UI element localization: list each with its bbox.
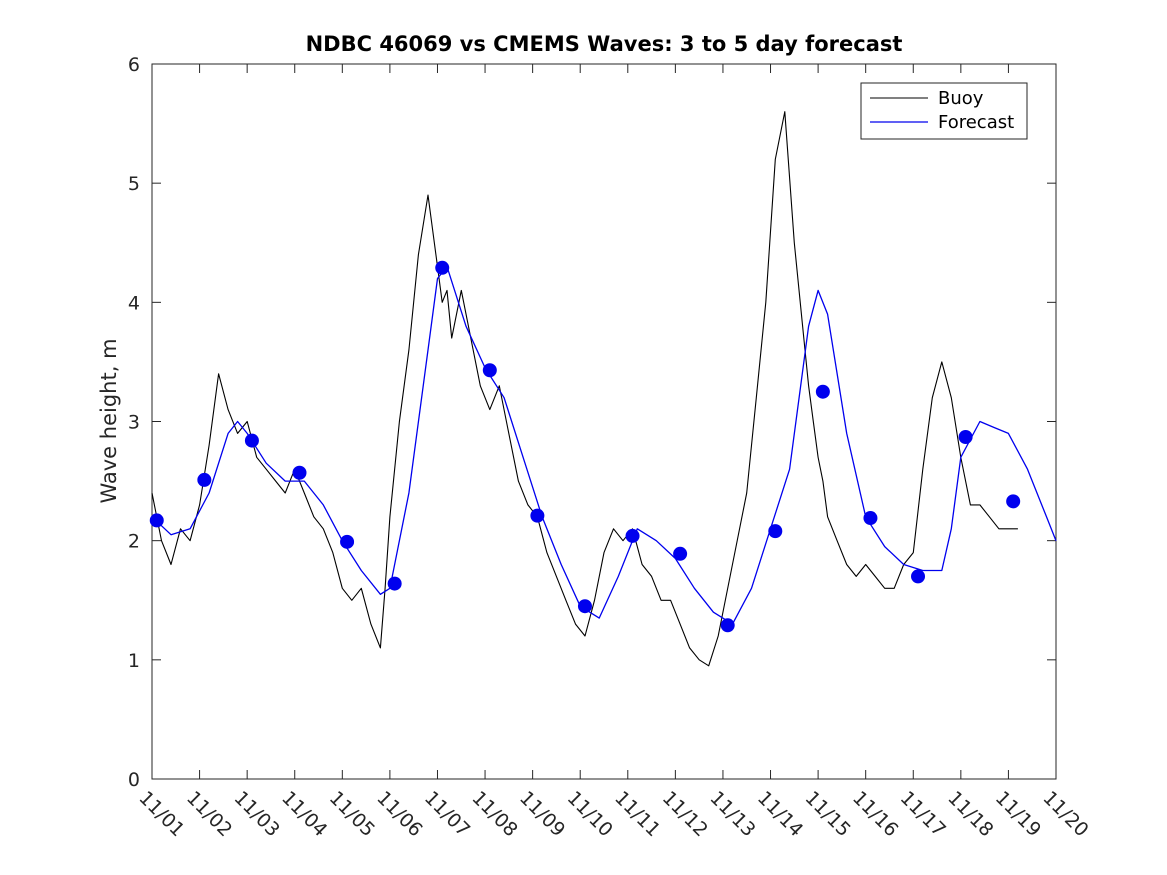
forecast-marker [1006, 494, 1021, 509]
forecast-marker [911, 569, 926, 584]
legend-box [860, 82, 1028, 140]
y-axis-label: Wave height, m [97, 338, 121, 503]
y-tick-label: 2 [128, 531, 140, 553]
legend-forecast-label: Forecast [938, 112, 1014, 133]
forecast-marker [530, 508, 545, 523]
forecast-marker [720, 618, 735, 633]
y-tick-label: 1 [128, 650, 140, 672]
forecast-marker [577, 599, 592, 614]
forecast-marker [815, 384, 830, 399]
forecast-marker [292, 465, 307, 480]
forecast-marker [863, 511, 878, 526]
forecast-markers [149, 260, 1021, 633]
forecast-marker [625, 528, 640, 543]
forecast-marker [244, 433, 259, 448]
y-tick-label: 6 [128, 54, 140, 76]
forecast-marker [482, 363, 497, 378]
y-tick-label: 3 [128, 412, 140, 434]
legend: Buoy Forecast [860, 82, 1028, 140]
y-tick-label: 5 [128, 173, 140, 195]
plot-area [151, 63, 1057, 780]
forecast-marker [958, 429, 973, 444]
forecast-marker [768, 524, 783, 539]
forecast-marker [149, 513, 164, 528]
y-tick-label: 0 [128, 769, 140, 791]
forecast-marker [435, 260, 450, 275]
forecast-marker [387, 576, 402, 591]
forecast-marker [673, 546, 688, 561]
series-lines [151, 111, 1057, 667]
buoy-line [151, 111, 1018, 667]
legend-buoy-label: Buoy [938, 88, 984, 109]
forecast-line [151, 265, 1057, 625]
forecast-marker [197, 472, 212, 487]
y-tick-label: 4 [128, 292, 140, 314]
forecast-marker [340, 534, 355, 549]
chart-title: NDBC 46069 vs CMEMS Waves: 3 to 5 day fo… [306, 32, 903, 56]
